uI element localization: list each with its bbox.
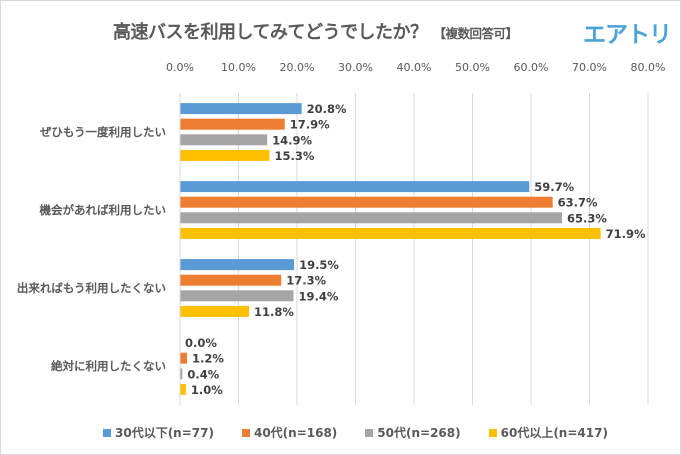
data-label: 19.4% [298,289,338,303]
legend-label: 50代(n=268) [377,426,461,440]
bar [180,181,530,193]
x-tick-label: 10.0% [221,61,256,74]
title-text: 高速バスを利用してみてどうでしたか？ [113,22,428,43]
x-tick-label: 50.0% [455,61,490,74]
x-tick-label: 30.0% [338,61,373,74]
legend-label: 40代(n=168) [253,426,338,440]
bar [180,352,188,364]
data-label: 65.3% [567,211,607,225]
category-label: 機会があれば利用したい [40,203,167,217]
title-note: 【複数回答可】 [433,26,518,41]
data-label: 15.3% [275,149,315,163]
legend-item: 60代以上(n=417) [488,424,608,441]
category-label: ぜひもう一度利用したい [40,125,166,139]
bar [180,134,268,146]
data-label: 11.8% [254,305,294,319]
category-label: 出来ればもう利用したくない [17,281,166,295]
x-tick-label: 60.0% [514,61,549,74]
bar [180,118,285,130]
data-label: 19.5% [299,258,339,272]
data-label: 63.7% [558,196,598,210]
data-label: 17.9% [290,118,330,132]
bar [180,305,250,317]
legend-item: 30代以下(n=77) [103,424,214,441]
x-tick-label: 20.0% [280,61,315,74]
x-tick-label: 70.0% [572,61,607,74]
data-label: 1.2% [192,352,224,366]
data-label: 0.4% [187,367,219,381]
legend-swatch [365,428,374,437]
legend-swatch [488,428,497,437]
x-tick-label: 80.0% [631,61,666,74]
bar [180,274,282,286]
bar [180,212,563,224]
bar [180,290,294,302]
category-label: 絶対に利用したくない [51,359,166,373]
legend-item: 50代(n=268) [365,424,461,441]
legend-item: 40代(n=168) [241,424,338,441]
data-label: 17.3% [286,274,326,288]
data-label: 20.8% [307,102,347,116]
legend-swatch [241,428,250,437]
bar [180,227,601,239]
x-tick-label: 40.0% [397,61,432,74]
bar [180,368,183,380]
data-label: 59.7% [534,180,574,194]
bar [180,196,553,208]
logo: エアトリ [583,22,672,48]
data-label: 0.0% [185,336,217,350]
data-label: 14.9% [272,133,312,147]
bar [180,103,302,115]
chart-title: 高速バスを利用してみてどうでしたか？ 【複数回答可】 [113,18,518,44]
data-label: 1.0% [191,383,223,397]
bar [180,383,186,395]
x-tick-label: 0.0% [166,61,194,74]
legend-label: 30代以下(n=77) [115,426,214,440]
legend-label: 60代以上(n=417) [500,426,608,440]
legend-swatch [103,428,111,437]
legend: 30代以下(n=77) 40代(n=168) 50代(n=268) 60代以上(n=4… [103,424,608,441]
bar [180,149,270,161]
data-label: 71.9% [606,227,646,241]
bar [180,259,295,271]
